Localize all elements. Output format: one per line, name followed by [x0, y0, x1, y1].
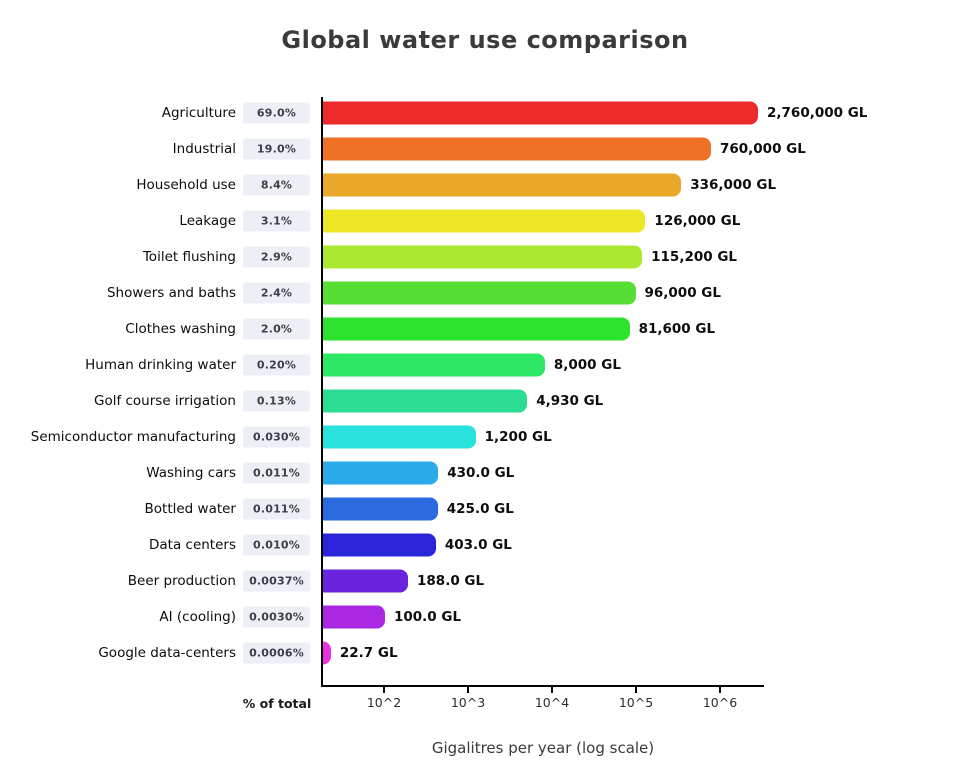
category-label: Agriculture	[161, 104, 236, 121]
category-label: Clothes washing	[125, 320, 236, 337]
pct-badge: 2.0%	[243, 318, 310, 340]
category-label: Washing cars	[146, 465, 236, 481]
x-axis-tick-label: 10^2	[366, 695, 402, 710]
x-axis-tick-label: 10^6	[702, 695, 738, 710]
category-label: Household use	[136, 176, 236, 193]
value-label: 4,930 GL	[536, 392, 604, 409]
bar	[323, 533, 436, 557]
value-label: 115,200 GL	[651, 248, 738, 265]
value-label: 8,000 GL	[553, 356, 621, 373]
bar	[323, 281, 636, 305]
x-axis-title: Gigalitres per year (log scale)	[431, 739, 655, 757]
pct-badge: 2.4%	[243, 282, 310, 304]
value-label: 188.0 GL	[417, 573, 485, 590]
value-label: 2,760,000 GL	[767, 104, 868, 121]
pct-badge: 69.0%	[243, 102, 310, 123]
category-label: Beer production	[127, 573, 236, 590]
pct-badge: 0.010%	[243, 534, 310, 556]
x-axis-tick	[635, 687, 637, 693]
value-label: 22.7 GL	[339, 645, 398, 662]
value-label: 403.0 GL	[444, 537, 512, 554]
category-label: Industrial	[172, 140, 236, 157]
pct-badge: 3.1%	[243, 210, 310, 232]
category-label: Golf course irrigation	[93, 392, 236, 409]
value-label: 336,000 GL	[690, 176, 777, 193]
pct-badge: 0.13%	[243, 390, 310, 412]
pct-badge: 0.0006%	[243, 642, 310, 664]
x-axis-tick	[467, 687, 469, 693]
pct-badge: 0.011%	[243, 498, 310, 520]
chart-title: Global water use comparison	[281, 26, 689, 54]
value-label: 760,000 GL	[719, 140, 806, 157]
bar	[323, 209, 646, 233]
pct-badge: 2.9%	[243, 246, 310, 268]
pct-badge: 0.011%	[243, 462, 310, 484]
bar	[323, 605, 385, 629]
category-label: Semiconductor manufacturing	[30, 428, 236, 445]
pct-column-header: % of total	[242, 696, 312, 711]
bar	[323, 353, 545, 377]
value-label: 126,000 GL	[654, 212, 741, 229]
value-label: 430.0 GL	[447, 465, 515, 481]
x-axis-tick	[719, 687, 721, 693]
bar	[323, 137, 711, 161]
bar	[323, 497, 438, 521]
bar	[323, 101, 759, 124]
bar	[323, 173, 682, 197]
bar	[323, 389, 528, 413]
pct-badge: 0.20%	[243, 354, 310, 376]
value-label: 425.0 GL	[446, 501, 514, 518]
category-label: AI (cooling)	[159, 609, 236, 626]
x-axis-tick-label: 10^4	[534, 695, 570, 710]
category-label: Bottled water	[144, 501, 237, 518]
bar	[323, 425, 476, 449]
value-label: 96,000 GL	[644, 284, 721, 301]
category-label: Data centers	[149, 537, 236, 554]
value-label: 100.0 GL	[393, 609, 462, 626]
bar	[323, 245, 643, 269]
bar	[323, 317, 630, 341]
category-label: Google data-centers	[98, 645, 236, 662]
x-axis-line	[321, 685, 764, 687]
category-label: Leakage	[179, 212, 236, 229]
pct-badge: 0.0037%	[243, 570, 310, 592]
x-axis-tick-label: 10^5	[618, 695, 654, 710]
category-label: Showers and baths	[106, 284, 236, 301]
pct-badge: 0.0030%	[243, 606, 310, 628]
x-axis-tick	[551, 687, 553, 693]
pct-badge: 0.030%	[243, 426, 310, 448]
x-axis-tick-label: 10^3	[450, 695, 486, 710]
bar	[323, 641, 331, 665]
value-label: 1,200 GL	[484, 428, 552, 445]
x-axis-tick	[383, 687, 385, 693]
y-axis-line	[321, 97, 323, 687]
value-label: 81,600 GL	[638, 320, 716, 337]
pct-badge: 8.4%	[243, 174, 310, 196]
category-label: Toilet flushing	[142, 248, 236, 265]
category-label: Human drinking water	[85, 356, 236, 373]
pct-badge: 19.0%	[243, 138, 310, 160]
bar	[323, 569, 409, 593]
bar	[323, 461, 439, 485]
